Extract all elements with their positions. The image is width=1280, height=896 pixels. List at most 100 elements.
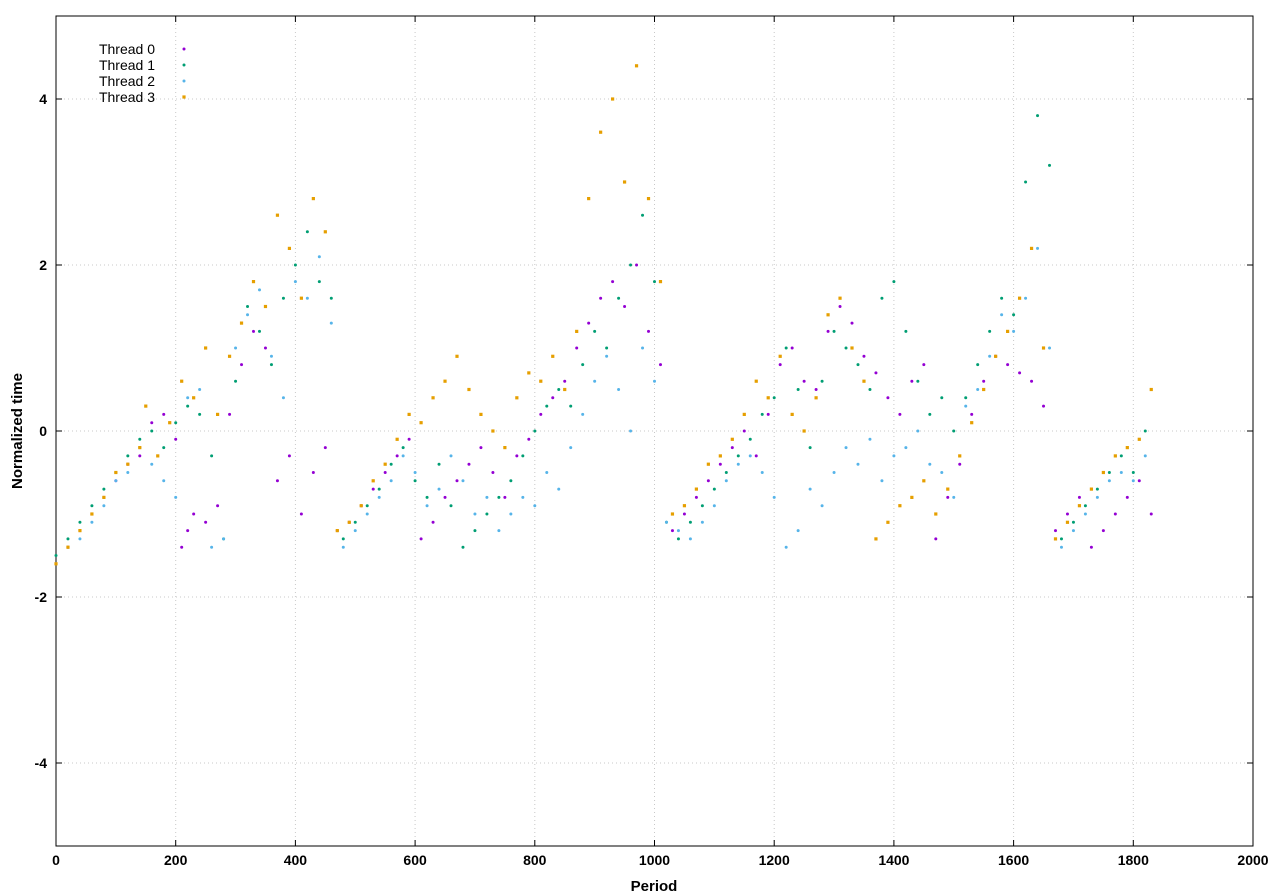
data-point: [832, 471, 836, 474]
data-point: [970, 412, 974, 416]
data-point: [389, 462, 393, 466]
data-point: [790, 412, 794, 416]
data-point: [150, 421, 154, 425]
data-point: [138, 454, 142, 458]
x-tick-label: 400: [284, 852, 308, 868]
data-point: [970, 421, 974, 425]
data-point: [946, 487, 950, 491]
data-point: [257, 288, 261, 292]
legend-marker: [182, 47, 186, 51]
data-point: [1095, 495, 1099, 499]
data-point: [144, 404, 148, 408]
data-point: [102, 495, 106, 499]
grid-layer: [56, 16, 1253, 846]
data-point: [533, 429, 537, 433]
data-point: [503, 446, 507, 450]
data-point: [898, 504, 902, 508]
data-point: [138, 437, 142, 441]
data-point: [922, 479, 926, 483]
data-point: [1089, 545, 1093, 549]
data-point: [982, 379, 986, 383]
data-point: [796, 529, 800, 533]
data-point: [700, 504, 704, 508]
data-point: [599, 130, 603, 134]
data-point: [641, 346, 645, 350]
data-point: [431, 520, 435, 524]
data-point: [611, 97, 615, 101]
data-point: [162, 412, 166, 416]
data-point: [958, 462, 962, 466]
x-tick-label: 1800: [1118, 852, 1149, 868]
data-point: [311, 471, 315, 474]
data-point: [461, 545, 465, 549]
data-point: [820, 504, 824, 508]
data-point: [1101, 529, 1105, 533]
data-point: [575, 346, 579, 350]
data-point: [305, 230, 309, 234]
data-point: [485, 495, 489, 499]
data-point: [694, 495, 698, 499]
data-point: [1113, 512, 1117, 516]
data-point: [216, 504, 220, 508]
data-point: [653, 280, 656, 284]
data-point: [323, 230, 327, 234]
data-point: [1018, 371, 1022, 375]
data-point: [802, 379, 806, 383]
data-point: [413, 479, 417, 483]
data-point: [1041, 346, 1046, 350]
data-point: [1083, 504, 1087, 508]
data-point: [670, 512, 675, 516]
data-point: [826, 313, 830, 317]
data-point: [150, 462, 154, 466]
data-point: [186, 404, 190, 408]
data-point: [138, 446, 142, 450]
y-tick-label: 4: [39, 91, 47, 107]
data-point: [581, 412, 585, 416]
data-point: [527, 437, 531, 441]
data-point: [772, 396, 776, 400]
data-point: [1095, 487, 1099, 491]
data-point: [1024, 296, 1028, 300]
data-point: [240, 363, 244, 367]
data-point: [281, 296, 285, 300]
y-tick-label: 2: [39, 257, 47, 273]
data-point: [401, 446, 405, 450]
data-point: [646, 197, 651, 201]
data-point: [551, 354, 555, 358]
data-point: [455, 479, 459, 483]
data-point: [1048, 163, 1052, 167]
data-point: [904, 329, 908, 333]
data-point: [545, 471, 549, 474]
data-point: [395, 454, 399, 458]
data-point: [658, 280, 663, 284]
data-point: [54, 554, 58, 557]
data-point: [856, 363, 860, 367]
data-point: [916, 379, 920, 383]
data-point: [635, 263, 639, 267]
data-point: [204, 346, 208, 350]
data-point: [329, 321, 333, 325]
data-point: [658, 363, 662, 367]
data-point: [317, 255, 321, 259]
data-point: [563, 379, 567, 383]
data-point: [293, 263, 297, 267]
data-point: [371, 479, 375, 483]
data-point: [1012, 329, 1016, 333]
data-point: [222, 537, 226, 541]
data-point: [371, 487, 375, 491]
data-point: [730, 446, 734, 450]
data-point: [311, 197, 315, 201]
data-point: [1137, 437, 1141, 441]
data-point: [449, 454, 453, 458]
data-point: [275, 213, 280, 217]
data-point: [1137, 479, 1141, 483]
data-point: [664, 520, 668, 524]
series-thread-1: [54, 114, 1147, 557]
data-point: [174, 495, 178, 499]
data-point: [102, 504, 106, 508]
data-point: [54, 562, 58, 566]
data-point: [910, 495, 914, 499]
data-point: [377, 495, 381, 499]
data-point: [1006, 363, 1010, 367]
data-point: [964, 396, 968, 400]
